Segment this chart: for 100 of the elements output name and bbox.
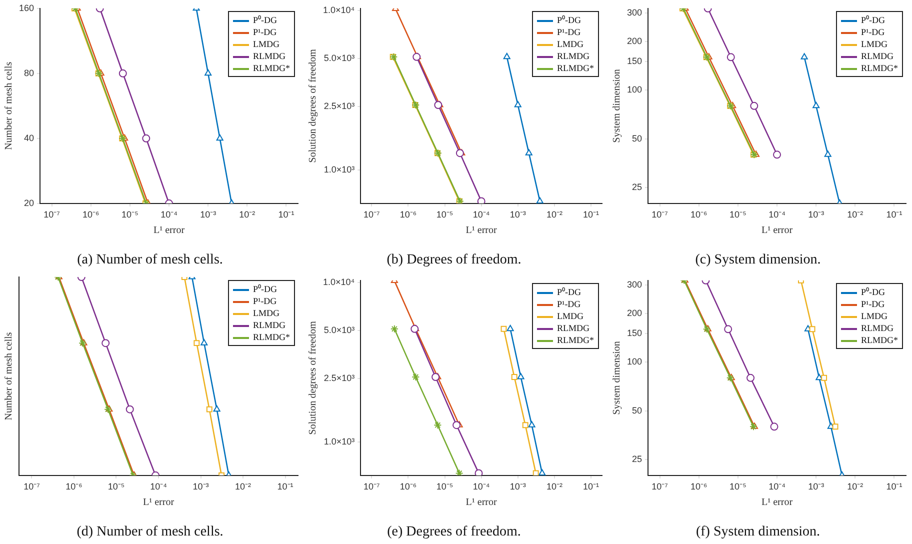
x-tick-label: 10⁻⁵	[108, 481, 125, 492]
legend-label: P¹-DG	[556, 299, 581, 310]
legend-label: LMDG	[252, 308, 280, 318]
x-tick-label: 10⁻⁷	[44, 209, 60, 220]
legend-label: P⁰-DG	[860, 15, 885, 26]
x-tick-label: 10⁻⁶	[82, 209, 100, 220]
x-tick-label: 10⁻²	[239, 209, 256, 220]
text: (e) Degrees of freedom.	[387, 524, 521, 540]
legend-label: LMDG	[556, 311, 584, 322]
y-tick-label: 1.0×10³	[324, 436, 355, 447]
text: (f) System dimension.	[696, 524, 820, 540]
x-tick-label: 10⁻¹	[582, 209, 600, 220]
legend-label: P⁰-DG	[252, 15, 277, 26]
x-tick-label: 10⁻⁴	[768, 481, 786, 492]
legend-label: LMDG	[556, 39, 584, 50]
x-tick-label: 10⁻⁵	[122, 209, 139, 220]
text: (a) Number of mesh cells.	[77, 252, 223, 268]
y-tick-label: 160	[18, 2, 34, 13]
legend-label: LMDG	[860, 311, 888, 322]
legend-label: RLMDG*	[556, 335, 594, 346]
x-axis-title: L¹ error	[142, 496, 175, 508]
x-tick-label: 10⁻⁶	[690, 209, 708, 220]
x-tick-label: 10⁻⁴	[160, 209, 178, 220]
x-tick-label: 10⁻⁴	[472, 209, 490, 220]
legend-label: LMDG	[252, 39, 280, 50]
y-tick-label: 150	[626, 328, 642, 338]
y-axis-title: Number of mesh cells	[4, 332, 15, 420]
y-tick-label: 100	[626, 84, 642, 95]
x-tick-label: 10⁻⁵	[730, 209, 747, 220]
x-tick-label: 10⁻³	[192, 481, 209, 492]
y-tick-label: 300	[626, 279, 642, 290]
y-tick-label: 50	[632, 405, 642, 416]
y-tick-label: 300	[626, 7, 642, 18]
legend-label: RLMDG	[252, 51, 286, 62]
y-tick-label: 2.5×10³	[324, 373, 355, 384]
x-tick-label: 10⁻¹	[278, 209, 294, 220]
x-tick-label: 10⁻⁶	[690, 481, 708, 492]
legend-label: RLMDG	[252, 320, 286, 330]
x-tick-label: 10⁻⁶	[400, 481, 417, 492]
x-tick-label: 10⁻⁵	[436, 209, 454, 220]
x-axis-title: L¹ error	[153, 224, 186, 236]
y-tick-label: 5.0×10³	[324, 325, 355, 336]
x-tick-label: 10⁻²	[847, 209, 864, 220]
x-axis-title: L¹ error	[466, 224, 498, 236]
x-tick-label: 10⁻⁵	[730, 481, 747, 492]
x-tick-label: 10⁻³	[510, 209, 526, 220]
y-tick-label: 80	[24, 68, 34, 78]
y-axis-title: System dimension	[612, 69, 623, 143]
x-tick-label: 10⁻¹	[886, 481, 902, 492]
y-tick-label: 5.0×10³	[324, 53, 355, 64]
legend-label: RLMDG*	[252, 63, 290, 74]
y-tick-label: 200	[626, 36, 642, 46]
y-tick-label: 20	[24, 198, 34, 208]
legend-label: RLMDG*	[860, 63, 898, 74]
legend-label: P⁰-DG	[860, 287, 885, 298]
y-tick-label: 25	[632, 454, 642, 464]
y-tick-label: 1.0×10⁴	[322, 4, 355, 15]
legend-label: RLMDG	[860, 323, 894, 334]
legend-label: LMDG	[860, 39, 888, 50]
x-tick-label: 10⁻⁶	[400, 209, 417, 220]
x-tick-label: 10⁻⁴	[768, 209, 786, 220]
legend-label: RLMDG*	[860, 335, 898, 346]
x-tick-label: 10⁻³	[510, 481, 526, 492]
x-tick-label: 10⁻⁷	[364, 481, 380, 492]
y-tick-label: 40	[24, 132, 34, 143]
legend-label: P⁰-DG	[556, 15, 581, 26]
y-tick-label: 200	[626, 308, 642, 318]
x-tick-label: 10⁻⁴	[472, 481, 490, 492]
x-tick-label: 10⁻³	[200, 209, 216, 220]
x-tick-label: 10⁻⁷	[364, 209, 380, 220]
y-axis-title: Solution degrees of freedom	[308, 320, 319, 435]
legend-label: RLMDG*	[252, 332, 290, 342]
legend-label: RLMDG	[860, 51, 894, 62]
y-tick-label: 1.0×10⁴	[322, 276, 355, 287]
x-axis-title: L¹ error	[761, 496, 794, 508]
x-tick-label: 10⁻⁶	[66, 481, 83, 492]
x-tick-label: 10⁻²	[546, 481, 562, 492]
text: (d) Number of mesh cells.	[76, 524, 224, 540]
x-tick-label: 10⁻²	[847, 481, 864, 492]
text: (c) System dimension.	[695, 252, 821, 268]
text: (b) Degrees of freedom.	[386, 252, 522, 268]
x-axis-title: L¹ error	[761, 224, 794, 236]
y-tick-label: 150	[626, 56, 642, 66]
y-tick-label: 100	[626, 356, 642, 367]
x-tick-label: 10⁻²	[235, 481, 252, 492]
legend-label: P¹-DG	[860, 299, 885, 310]
x-tick-label: 10⁻¹	[277, 481, 294, 492]
x-tick-label: 10⁻⁷	[24, 481, 40, 492]
legend-label: P¹-DG	[556, 27, 581, 38]
y-tick-label: 2.5×10³	[324, 101, 355, 112]
x-tick-label: 10⁻¹	[582, 481, 600, 492]
x-tick-label: 10⁻⁷	[652, 209, 668, 220]
y-axis-title: Number of mesh cells	[4, 62, 15, 150]
x-tick-label: 10⁻¹	[886, 209, 902, 220]
legend-label: RLMDG*	[556, 63, 594, 74]
legend-label: P⁰-DG	[556, 287, 581, 298]
x-tick-label: 10⁻³	[808, 481, 824, 492]
legend-label: P¹-DG	[252, 296, 277, 306]
y-axis-title: System dimension	[612, 341, 623, 415]
legend-label: P¹-DG	[252, 27, 277, 38]
